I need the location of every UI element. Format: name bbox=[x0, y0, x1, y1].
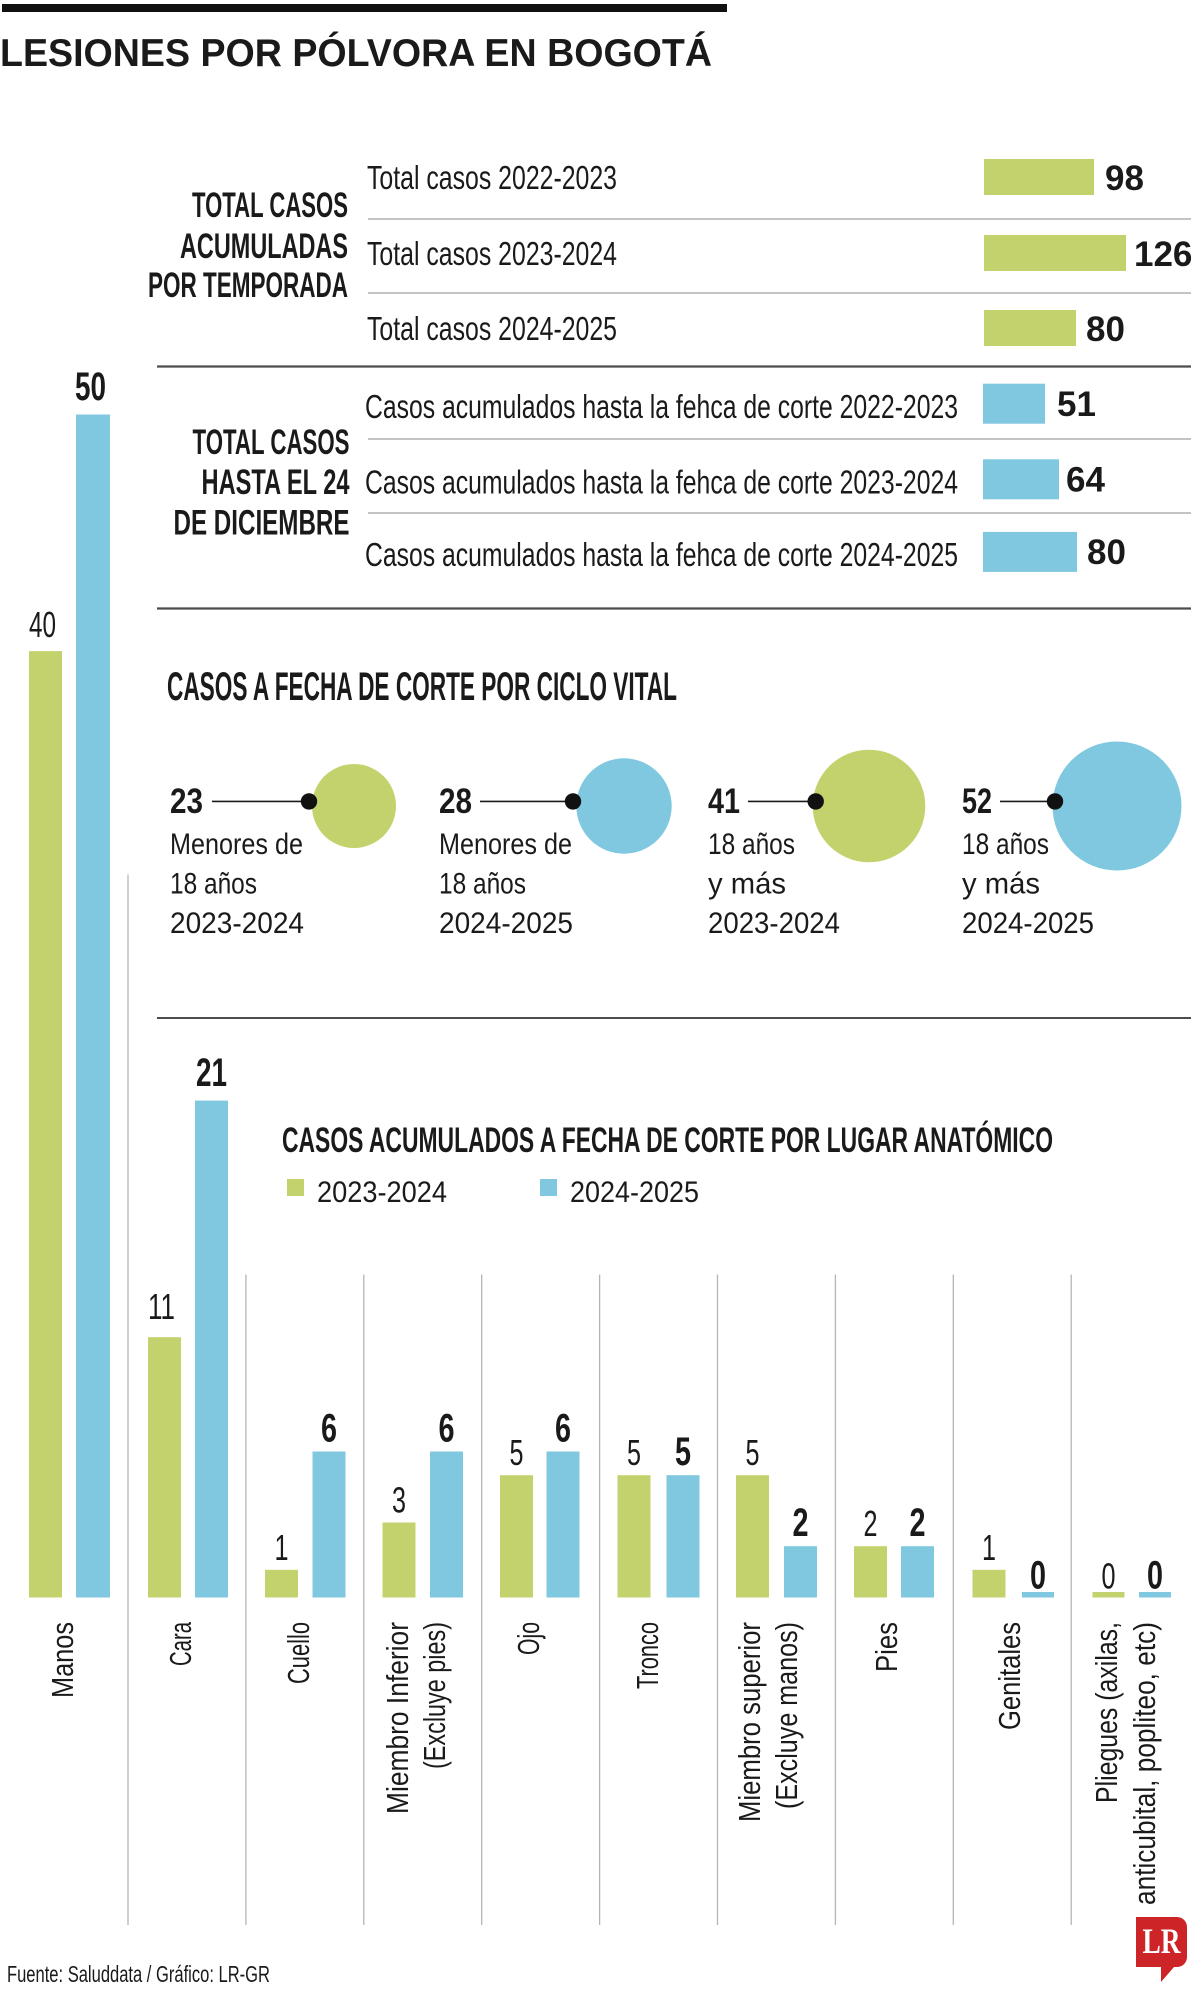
svg-text:y más: y más bbox=[708, 868, 786, 901]
svg-text:CASOS A FECHA DE CORTE POR CIC: CASOS A FECHA DE CORTE POR CICLO VITAL bbox=[167, 665, 677, 709]
svg-text:126: 126 bbox=[1134, 235, 1192, 274]
svg-text:Casos acumulados hasta la fehc: Casos acumulados hasta la fehca de corte… bbox=[365, 536, 958, 573]
svg-text:23: 23 bbox=[170, 782, 203, 821]
svg-text:52: 52 bbox=[962, 782, 992, 821]
svg-text:98: 98 bbox=[1105, 159, 1144, 198]
svg-text:TOTAL CASOS: TOTAL CASOS bbox=[192, 186, 348, 225]
svg-text:Manos: Manos bbox=[45, 1622, 80, 1698]
svg-text:Miembro Inferior: Miembro Inferior bbox=[380, 1622, 415, 1814]
svg-text:18 años: 18 años bbox=[439, 868, 526, 901]
svg-text:50: 50 bbox=[75, 365, 106, 409]
svg-text:21: 21 bbox=[196, 1051, 227, 1095]
svg-text:(Excluye manos): (Excluye manos) bbox=[769, 1622, 804, 1809]
svg-text:2024-2025: 2024-2025 bbox=[962, 907, 1094, 940]
svg-text:28: 28 bbox=[439, 782, 472, 821]
svg-text:DE DICIEMBRE: DE DICIEMBRE bbox=[174, 504, 350, 543]
svg-text:5: 5 bbox=[675, 1430, 691, 1474]
svg-text:Genitales: Genitales bbox=[992, 1622, 1027, 1730]
svg-text:0: 0 bbox=[1147, 1554, 1163, 1598]
svg-text:0: 0 bbox=[1030, 1554, 1046, 1598]
svg-text:HASTA EL 24: HASTA EL 24 bbox=[202, 463, 350, 502]
svg-text:Casos acumulados hasta la fehc: Casos acumulados hasta la fehca de corte… bbox=[365, 464, 958, 501]
svg-text:40: 40 bbox=[29, 604, 56, 645]
svg-text:Tronco: Tronco bbox=[630, 1622, 665, 1689]
svg-text:5: 5 bbox=[510, 1432, 524, 1473]
svg-text:6: 6 bbox=[555, 1407, 571, 1451]
svg-text:2: 2 bbox=[793, 1501, 809, 1545]
svg-text:Casos acumulados hasta la fehc: Casos acumulados hasta la fehca de corte… bbox=[365, 388, 958, 425]
svg-text:Fuente: Saluddata / Gráfico: L: Fuente: Saluddata / Gráfico: LR-GR bbox=[7, 1961, 270, 1987]
svg-text:TOTAL CASOS: TOTAL CASOS bbox=[193, 423, 350, 462]
svg-text:41: 41 bbox=[708, 782, 740, 821]
svg-text:2: 2 bbox=[910, 1501, 926, 1545]
svg-text:51: 51 bbox=[1057, 385, 1096, 424]
svg-text:Total casos 2023-2024: Total casos 2023-2024 bbox=[367, 235, 617, 272]
svg-text:2023-2024: 2023-2024 bbox=[317, 1176, 447, 1209]
svg-text:80: 80 bbox=[1086, 310, 1125, 349]
svg-text:Pliegues (axilas,: Pliegues (axilas, bbox=[1089, 1622, 1124, 1803]
svg-text:18 años: 18 años bbox=[708, 828, 795, 861]
svg-text:Menores de: Menores de bbox=[439, 828, 572, 861]
svg-text:Miembro superior: Miembro superior bbox=[732, 1622, 767, 1822]
svg-text:6: 6 bbox=[439, 1407, 455, 1451]
svg-text:0: 0 bbox=[1102, 1556, 1116, 1597]
svg-text:Total casos 2024-2025: Total casos 2024-2025 bbox=[367, 310, 617, 347]
svg-text:ACUMULADAS: ACUMULADAS bbox=[180, 227, 348, 266]
svg-text:5: 5 bbox=[627, 1432, 641, 1473]
svg-text:POR TEMPORADA: POR TEMPORADA bbox=[148, 266, 348, 305]
svg-text:2023-2024: 2023-2024 bbox=[170, 907, 304, 940]
svg-text:2024-2025: 2024-2025 bbox=[439, 907, 573, 940]
svg-text:1: 1 bbox=[982, 1527, 996, 1568]
svg-text:anticubital, popliteo, etc): anticubital, popliteo, etc) bbox=[1127, 1622, 1162, 1905]
svg-text:64: 64 bbox=[1066, 461, 1105, 500]
svg-text:Total casos 2022-2023: Total casos 2022-2023 bbox=[367, 159, 617, 196]
svg-text:2024-2025: 2024-2025 bbox=[570, 1176, 699, 1209]
svg-text:2023-2024: 2023-2024 bbox=[708, 907, 840, 940]
svg-text:5: 5 bbox=[746, 1432, 760, 1473]
svg-text:Menores de: Menores de bbox=[170, 828, 303, 861]
svg-text:LR: LR bbox=[1143, 1921, 1182, 1961]
svg-text:3: 3 bbox=[392, 1480, 406, 1521]
svg-text:18 años: 18 años bbox=[962, 828, 1049, 861]
svg-text:CASOS ACUMULADOS A FECHA DE CO: CASOS ACUMULADOS A FECHA DE CORTE POR LU… bbox=[282, 1120, 1053, 1160]
svg-text:LESIONES POR PÓLVORA EN BOGOTÁ: LESIONES POR PÓLVORA EN BOGOTÁ bbox=[0, 31, 712, 75]
svg-text:Cuello: Cuello bbox=[281, 1622, 316, 1684]
svg-text:y más: y más bbox=[962, 868, 1040, 901]
svg-text:(Excluye pies): (Excluye pies) bbox=[417, 1622, 452, 1769]
svg-text:2: 2 bbox=[864, 1503, 878, 1544]
svg-text:80: 80 bbox=[1087, 533, 1126, 572]
svg-text:Pies: Pies bbox=[869, 1622, 904, 1672]
svg-text:1: 1 bbox=[275, 1527, 289, 1568]
svg-text:6: 6 bbox=[321, 1407, 337, 1451]
svg-text:18 años: 18 años bbox=[170, 868, 257, 901]
svg-text:11: 11 bbox=[148, 1286, 175, 1327]
svg-text:Ojo: Ojo bbox=[511, 1622, 546, 1655]
svg-text:Cara: Cara bbox=[163, 1622, 198, 1666]
